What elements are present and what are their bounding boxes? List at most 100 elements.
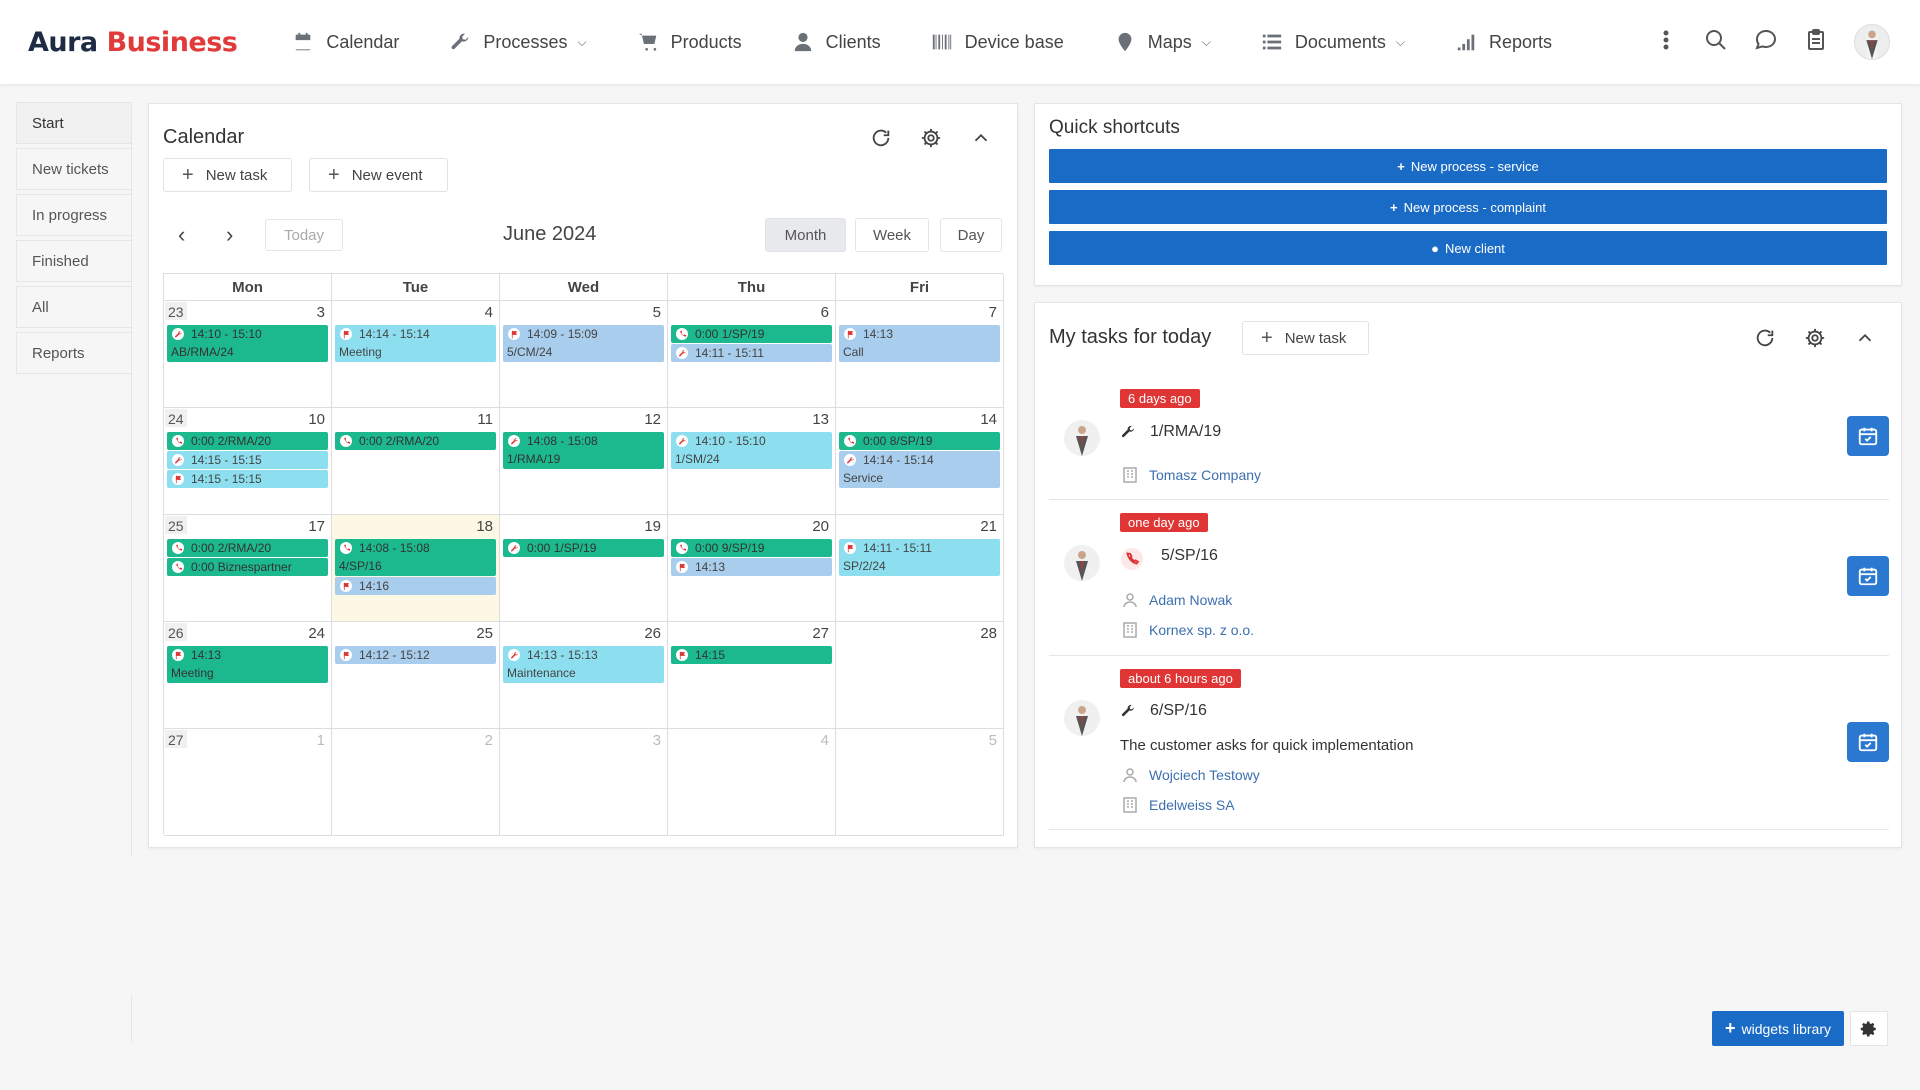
new-task-button[interactable]: + New task (163, 158, 292, 192)
calendar-event[interactable]: 14:08 - 15:08 1/RMA/19 (503, 432, 664, 469)
calendar-event[interactable]: 14:09 - 15:09 5/CM/24 (503, 325, 664, 362)
calendar-event[interactable]: 0:00 8/SP/19 (839, 432, 1000, 450)
new-event-button[interactable]: + New event (309, 158, 448, 192)
day-cell[interactable]: 19 0:00 1/SP/19 (500, 515, 668, 622)
calendar-event[interactable]: 0:00 1/SP/19 (671, 325, 832, 343)
nav-maps[interactable]: Maps ⌵ (1089, 0, 1236, 84)
task-contact-link[interactable]: Adam Nowak (1149, 592, 1233, 608)
nav-device-base[interactable]: Device base (906, 0, 1089, 84)
calendar-event[interactable]: 14:08 - 15:08 4/SP/16 (335, 539, 496, 576)
day-cell[interactable]: 4 (668, 729, 836, 836)
calendar-event[interactable]: 14:15 - 15:15 (167, 451, 328, 469)
day-cell[interactable]: 25 14:12 - 15:12 (332, 622, 500, 729)
collapse-chevron-up-icon[interactable] (1854, 327, 1876, 349)
calendar-event[interactable]: 14:15 (671, 646, 832, 664)
brand-logo[interactable]: Aura Business (28, 27, 238, 58)
view-month-button[interactable]: Month (765, 218, 846, 252)
calendar-event[interactable]: 0:00 2/RMA/20 (167, 432, 328, 450)
view-week-button[interactable]: Week (855, 218, 929, 252)
day-cell[interactable]: 23 3 14:10 - 15:10 AB/RMA/24 (164, 301, 332, 408)
collapse-chevron-up-icon[interactable] (970, 127, 992, 149)
day-cell[interactable]: 7 14:13 Call (836, 301, 1004, 408)
day-cell[interactable]: 13 14:10 - 15:10 1/SM/24 (668, 408, 836, 515)
task-contact-link[interactable]: Wojciech Testowy (1149, 767, 1260, 783)
calendar-event[interactable]: 14:16 (335, 577, 496, 595)
widgets-library-button[interactable]: + widgets library (1712, 1011, 1844, 1046)
calendar-event[interactable]: 0:00 2/RMA/20 (167, 539, 328, 557)
sidebar-item-all[interactable]: All (16, 286, 132, 328)
calendar-event[interactable]: 14:12 - 15:12 (335, 646, 496, 664)
calendar-event[interactable]: 0:00 1/SP/19 (503, 539, 664, 557)
calendar-event[interactable]: 14:10 - 15:10 1/SM/24 (671, 432, 832, 469)
task-code[interactable]: 1/RMA/19 (1150, 423, 1222, 440)
day-cell[interactable]: 3 (500, 729, 668, 836)
day-cell[interactable]: 27 14:15 (668, 622, 836, 729)
day-cell[interactable]: 18 14:08 - 15:08 4/SP/16 14:16 (332, 515, 500, 622)
day-cell[interactable]: 5 (836, 729, 1004, 836)
day-cell[interactable]: 5 14:09 - 15:09 5/CM/24 (500, 301, 668, 408)
calendar-event[interactable]: 0:00 2/RMA/20 (335, 432, 496, 450)
view-day-button[interactable]: Day (940, 218, 1002, 252)
day-cell[interactable]: 26 24 14:13 Meeting (164, 622, 332, 729)
sidebar-item-reports[interactable]: Reports (16, 332, 132, 374)
day-cell[interactable]: 24 10 0:00 2/RMA/20 14:15 - 15:15 14:15 - 15… (164, 408, 332, 515)
day-cell[interactable]: 28 (836, 622, 1004, 729)
calendar-event[interactable]: 14:11 - 15:11 (671, 344, 832, 362)
nav-reports[interactable]: Reports (1430, 0, 1577, 84)
sidebar-item-finished[interactable]: Finished (16, 240, 132, 282)
day-cell[interactable]: 2 (332, 729, 500, 836)
calendar-event[interactable]: 14:10 - 15:10 AB/RMA/24 (167, 325, 328, 362)
task-schedule-button[interactable] (1847, 556, 1889, 596)
nav-documents[interactable]: Documents ⌵ (1236, 0, 1430, 84)
task-code[interactable]: 6/SP/16 (1150, 702, 1207, 719)
calendar-event[interactable]: 14:15 - 15:15 (167, 470, 328, 488)
nav-calendar[interactable]: Calendar (267, 0, 424, 84)
chat-icon[interactable] (1754, 28, 1778, 57)
refresh-icon[interactable] (870, 127, 892, 149)
settings-gear-icon[interactable] (1804, 327, 1826, 349)
new-process-complaint-button[interactable]: + New process - complaint (1049, 190, 1887, 224)
today-button[interactable]: Today (265, 219, 344, 251)
task-company-link[interactable]: Kornex sp. z o.o. (1149, 622, 1255, 638)
user-avatar[interactable] (1854, 24, 1890, 60)
task-schedule-button[interactable] (1847, 416, 1889, 456)
day-cell[interactable]: 26 14:13 - 15:13 Maintenance (500, 622, 668, 729)
task-company-link[interactable]: Tomasz Company (1149, 467, 1262, 483)
more-vertical-icon[interactable] (1654, 28, 1678, 57)
sidebar-item-new-tickets[interactable]: New tickets (16, 148, 132, 190)
new-process-service-button[interactable]: + New process - service (1049, 149, 1887, 183)
calendar-event[interactable]: 14:13 (671, 558, 832, 576)
task-code[interactable]: 5/SP/16 (1161, 547, 1218, 564)
day-cell[interactable]: 11 0:00 2/RMA/20 (332, 408, 500, 515)
day-cell[interactable]: 27 1 (164, 729, 332, 836)
day-cell[interactable]: 21 14:11 - 15:11 SP/2/24 (836, 515, 1004, 622)
day-cell[interactable]: 6 0:00 1/SP/19 14:11 - 15:11 (668, 301, 836, 408)
day-cell[interactable]: 14 0:00 8/SP/19 14:14 - 15:14 Service (836, 408, 1004, 515)
task-company-link[interactable]: Edelweiss SA (1149, 797, 1235, 813)
dashboard-settings-button[interactable] (1850, 1011, 1888, 1046)
calendar-event[interactable]: 14:14 - 15:14 Service (839, 451, 1000, 488)
calendar-event[interactable]: 0:00 9/SP/19 (671, 539, 832, 557)
sidebar-item-in-progress[interactable]: In progress (16, 194, 132, 236)
nav-processes[interactable]: Processes ⌵ (424, 0, 611, 84)
day-cell[interactable]: 4 14:14 - 15:14 Meeting (332, 301, 500, 408)
settings-gear-icon[interactable] (920, 127, 942, 149)
calendar-event[interactable]: 14:13 - 15:13 Maintenance (503, 646, 664, 683)
day-cell[interactable]: 25 17 0:00 2/RMA/20 0:00 Biznespartner (164, 515, 332, 622)
next-month-chevron-right-icon[interactable]: › (226, 222, 234, 247)
nav-products[interactable]: Products (612, 0, 767, 84)
day-cell[interactable]: 12 14:08 - 15:08 1/RMA/19 (500, 408, 668, 515)
calendar-event[interactable]: 0:00 Biznespartner (167, 558, 328, 576)
calendar-event[interactable]: 14:11 - 15:11 SP/2/24 (839, 539, 1000, 576)
nav-clients[interactable]: Clients (767, 0, 906, 84)
task-schedule-button[interactable] (1847, 722, 1889, 762)
day-cell[interactable]: 20 0:00 9/SP/19 14:13 (668, 515, 836, 622)
search-icon[interactable] (1704, 28, 1728, 57)
new-client-button[interactable]: ● New client (1049, 231, 1887, 265)
calendar-event[interactable]: 14:13 Meeting (167, 646, 328, 683)
refresh-icon[interactable] (1754, 327, 1776, 349)
calendar-event[interactable]: 14:14 - 15:14 Meeting (335, 325, 496, 362)
prev-month-chevron-left-icon[interactable]: ‹ (178, 222, 186, 247)
clipboard-icon[interactable] (1804, 28, 1828, 57)
tasks-new-task-button[interactable]: + New task (1242, 321, 1369, 355)
